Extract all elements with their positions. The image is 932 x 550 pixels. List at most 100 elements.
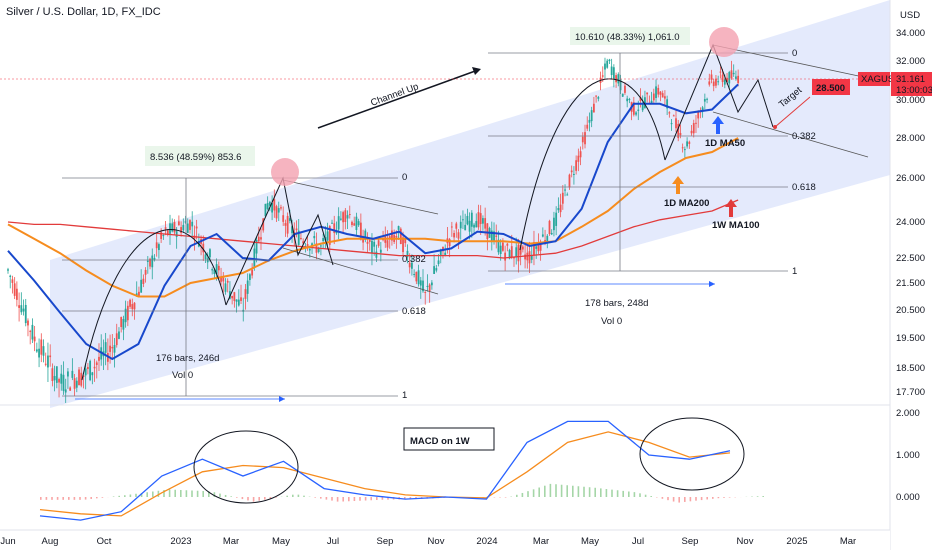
- candle-body: [573, 173, 575, 175]
- target-price-box: [812, 79, 850, 95]
- candle-body: [82, 375, 85, 378]
- down-channel1-bot: [282, 247, 439, 295]
- macd-histogram-bar: [359, 497, 361, 501]
- last-price-badge[interactable]: [891, 72, 932, 96]
- macd-histogram-bar: [152, 491, 154, 497]
- candle-body: [126, 305, 129, 321]
- candle-body: [162, 235, 165, 237]
- macd-histogram-bar: [409, 497, 412, 500]
- candle-body: [413, 273, 416, 275]
- candle-body: [526, 252, 529, 261]
- candle-body: [84, 368, 87, 376]
- symbol-badge[interactable]: [858, 72, 890, 86]
- candle-body: [169, 223, 171, 234]
- candle-body: [138, 291, 140, 296]
- candle-body: [482, 218, 484, 224]
- candle-body: [113, 345, 116, 353]
- candle-body: [286, 215, 289, 234]
- candle-body: [655, 86, 657, 99]
- candle-body: [180, 227, 183, 233]
- candle-body: [191, 221, 194, 227]
- macd-histogram-bar: [68, 497, 70, 500]
- channel-arrow: [317, 69, 479, 129]
- candle-body: [328, 226, 331, 245]
- macd-tick: 1.000: [896, 450, 920, 461]
- candle-body: [275, 206, 278, 219]
- time-tick: Oct: [97, 536, 112, 547]
- time-tick: Aug: [42, 536, 59, 547]
- candle-body: [517, 244, 520, 262]
- price-tick: 34.000: [896, 28, 925, 39]
- macd-histogram-bar: [286, 495, 288, 497]
- candle-body: [730, 70, 733, 79]
- candle-body: [444, 252, 447, 256]
- candle-body: [375, 251, 378, 258]
- candle-body: [271, 203, 273, 213]
- candle-body: [624, 85, 626, 93]
- candle-body: [379, 249, 382, 253]
- candle-body: [277, 208, 280, 213]
- candle-body: [717, 81, 720, 83]
- candle-body: [455, 223, 458, 229]
- candle-body: [359, 222, 362, 240]
- measure2-vol: Vol 0: [601, 316, 622, 327]
- macd-histogram-bar: [342, 497, 344, 502]
- candle-body: [559, 204, 562, 213]
- candle-body: [484, 218, 487, 229]
- candle-body: [470, 212, 473, 227]
- candle-body: [737, 75, 740, 84]
- candle-body: [149, 258, 151, 267]
- candle-body: [268, 201, 271, 206]
- candle-body: [326, 231, 329, 241]
- candle-body: [20, 305, 23, 313]
- candle-body: [604, 63, 606, 70]
- candle-body: [462, 219, 464, 221]
- candle-body: [515, 247, 518, 258]
- macd-histogram-bar: [191, 490, 193, 497]
- candle-body: [38, 348, 40, 358]
- candle-body: [78, 369, 80, 386]
- candle-body: [160, 232, 163, 239]
- candle-body: [721, 74, 724, 83]
- price-tick: 18.500: [896, 363, 925, 374]
- macd-histogram-bar: [208, 491, 210, 497]
- candle-body: [581, 136, 584, 143]
- price-tick: 21.500: [896, 278, 925, 289]
- macd-histogram-bar: [219, 493, 221, 497]
- candle-body: [541, 234, 544, 237]
- candle-body: [317, 247, 320, 253]
- candle-body: [35, 349, 38, 352]
- candle-body: [710, 74, 713, 80]
- ma50-line: [7, 83, 739, 361]
- candle-body: [262, 218, 265, 231]
- macd-histogram-bar: [73, 497, 76, 500]
- candle-body: [621, 93, 624, 97]
- candle-body: [568, 174, 571, 188]
- candle-body: [22, 308, 25, 312]
- macd-histogram-bar: [56, 497, 59, 500]
- candle-body: [251, 269, 254, 276]
- candle-body: [173, 221, 176, 233]
- time-axis[interactable]: Jun Aug Oct 2023 Mar May Jul Sep Nov 2024 Mar May Ju…: [0, 529, 890, 550]
- candle-body: [189, 220, 191, 230]
- candle-body: [690, 130, 693, 134]
- macd-histogram-bar: [549, 483, 552, 497]
- candle-body: [135, 293, 138, 296]
- candle-body: [217, 265, 220, 271]
- macd-histogram-bar: [96, 497, 98, 499]
- candle-body: [182, 224, 185, 231]
- candle-body: [473, 224, 475, 228]
- candle-body: [402, 237, 404, 253]
- macd-tick: 0.000: [896, 492, 920, 503]
- candle-body: [231, 295, 234, 299]
- candle-body: [273, 199, 276, 211]
- candle-body: [69, 387, 72, 391]
- measure1-vol: Vol 0: [172, 370, 193, 381]
- candle-body: [546, 235, 549, 242]
- macd-histogram-bar: [264, 497, 266, 500]
- candle-body: [437, 260, 440, 265]
- candle-body: [120, 317, 123, 328]
- candle-body: [237, 299, 240, 306]
- candle-body: [355, 216, 358, 230]
